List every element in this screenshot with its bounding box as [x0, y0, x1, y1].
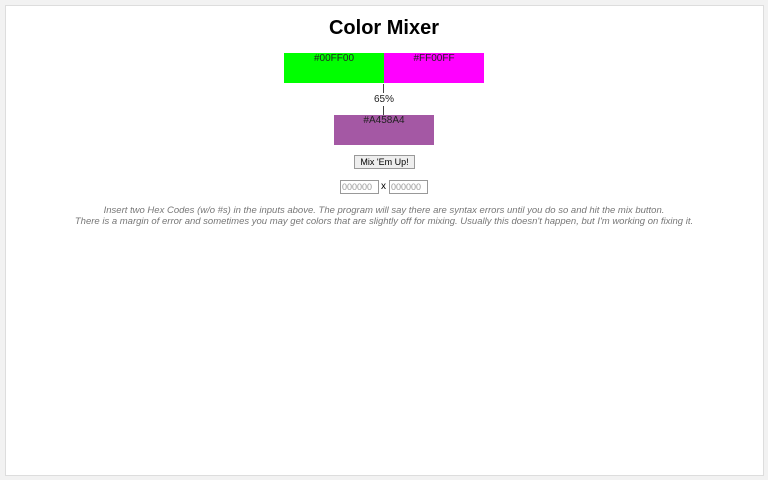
color-swatch-1: #00FF00 — [284, 53, 384, 83]
note-line-2: There is a margin of error and sometimes… — [74, 216, 694, 227]
result-swatch: #A458A4 — [334, 115, 434, 145]
mix-ratio: 65% — [373, 94, 394, 105]
hex-input-1[interactable] — [340, 180, 379, 194]
page-card — [5, 5, 764, 476]
instructions: Insert two Hex Codes (w/o #s) in the inp… — [0, 205, 768, 227]
page-title: Color Mixer — [328, 17, 440, 39]
connector-line — [383, 106, 384, 115]
note-line-1: Insert two Hex Codes (w/o #s) in the inp… — [103, 205, 665, 216]
mix-button[interactable]: Mix 'Em Up! — [354, 155, 415, 169]
hex-input-2[interactable] — [389, 180, 428, 194]
color-swatch-2: #FF00FF — [384, 53, 484, 83]
separator: x — [381, 181, 386, 192]
connector-line — [383, 84, 384, 93]
